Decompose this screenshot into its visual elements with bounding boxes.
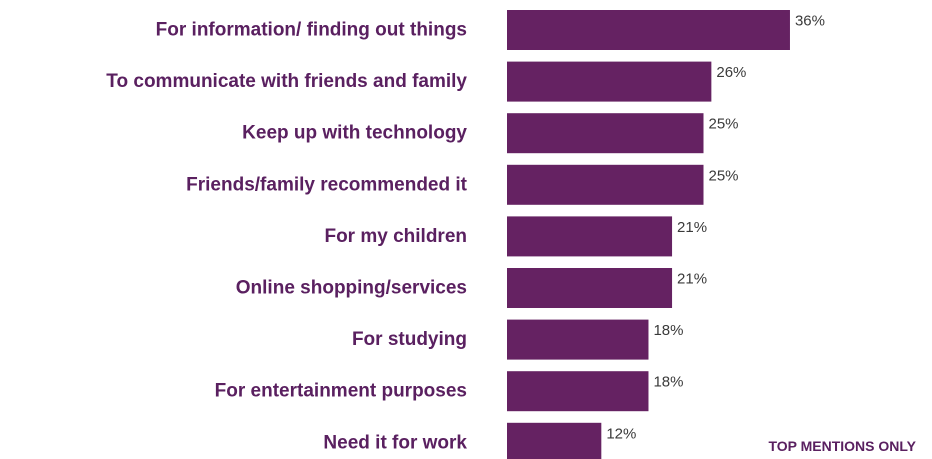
category-label: To communicate with friends and family xyxy=(106,71,467,92)
value-label: 18% xyxy=(653,374,683,391)
category-label: Keep up with technology xyxy=(242,123,467,144)
category-label: Online shopping/services xyxy=(236,278,467,299)
bar xyxy=(507,113,704,154)
category-label: Need it for work xyxy=(323,432,467,453)
category-label: For information/ finding out things xyxy=(156,20,467,41)
bar xyxy=(507,268,673,308)
bars xyxy=(507,10,790,459)
value-label: 25% xyxy=(709,167,739,184)
bar xyxy=(507,164,704,205)
category-label: For studying xyxy=(352,329,467,350)
bar xyxy=(507,371,649,412)
bar xyxy=(507,61,712,102)
bar xyxy=(507,216,673,257)
value-label: 12% xyxy=(606,425,636,442)
bar xyxy=(507,319,649,360)
value-labels: 36% 26% 25% 25% 21% 21% 18% 18% 12% xyxy=(606,13,825,443)
value-label: 36% xyxy=(795,13,825,30)
category-labels: For information/ finding out things To co… xyxy=(106,20,467,454)
footnote: TOP MENTIONS ONLY xyxy=(768,438,916,454)
value-label: 21% xyxy=(677,219,707,236)
category-label: Friends/family recommended it xyxy=(186,174,468,195)
bar xyxy=(507,422,602,459)
value-label: 21% xyxy=(677,271,707,288)
bar xyxy=(507,10,790,50)
value-label: 26% xyxy=(716,64,746,81)
value-label: 18% xyxy=(653,322,683,339)
category-label: For my children xyxy=(324,226,467,247)
value-label: 25% xyxy=(709,116,739,133)
category-label: For entertainment purposes xyxy=(215,381,467,402)
